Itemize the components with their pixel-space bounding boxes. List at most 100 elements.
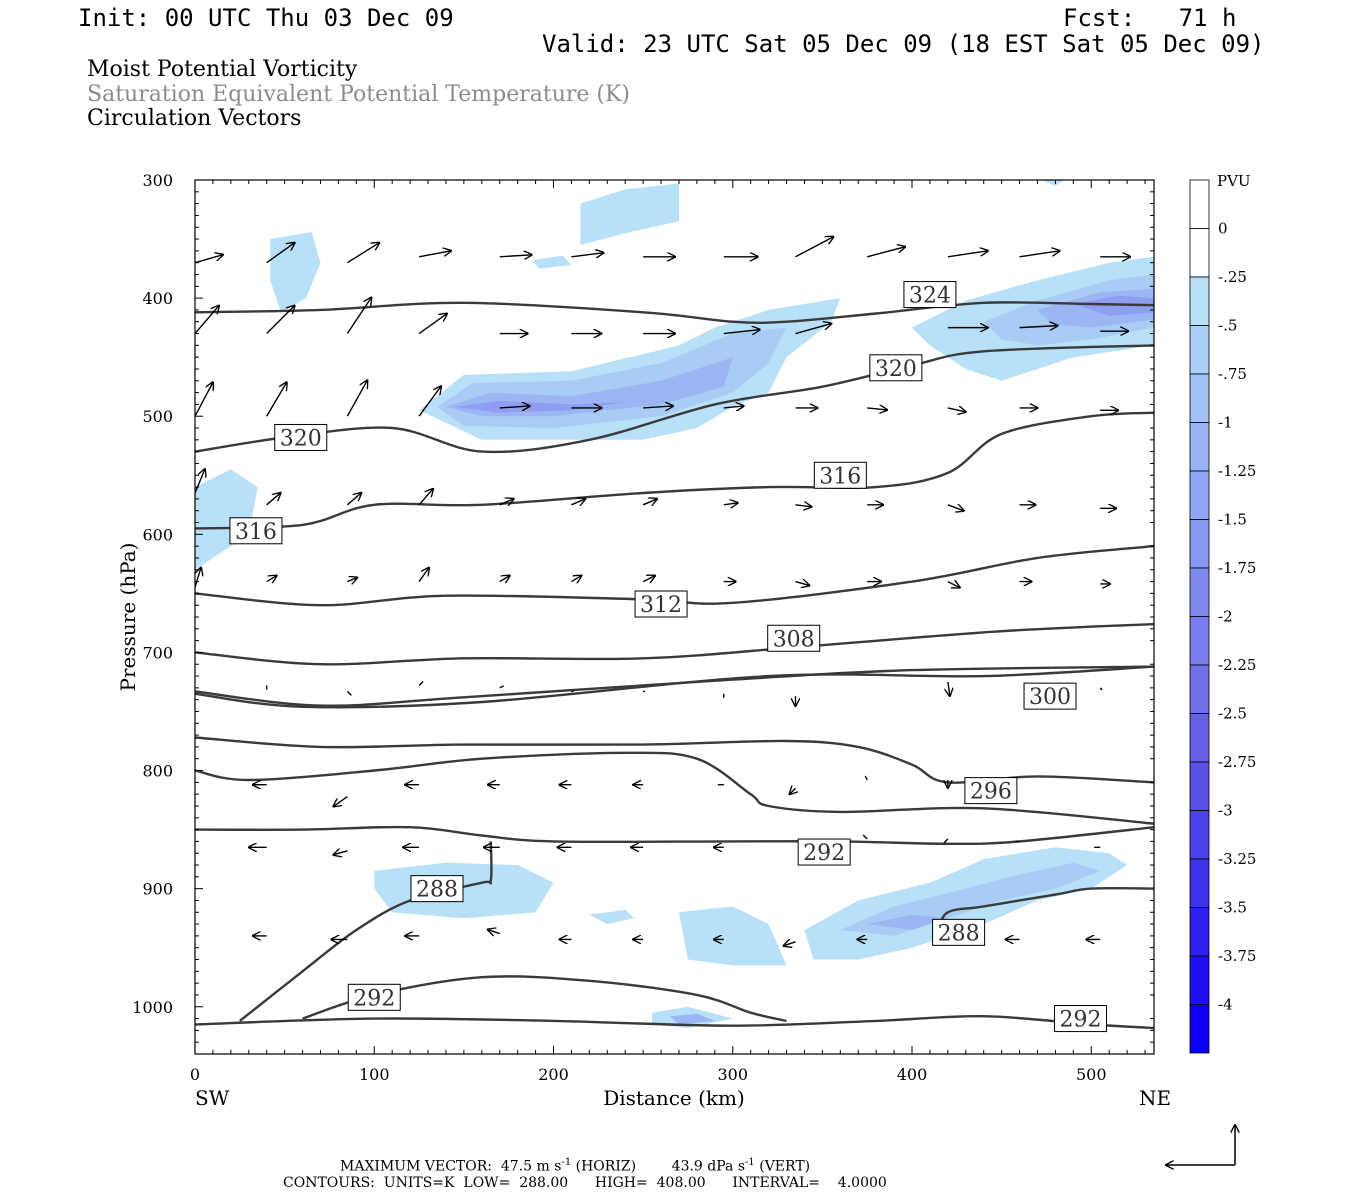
circulation-vector — [499, 576, 510, 582]
forecast-hour: Fcst: 71 h — [1063, 4, 1237, 32]
contour-label: 320 — [875, 357, 917, 382]
circulation-vector — [418, 386, 441, 417]
pv-region — [1073, 295, 1154, 316]
circulation-vector — [947, 505, 964, 511]
circulation-vector — [418, 314, 447, 335]
colorbar-tick-label: -3.5 — [1218, 899, 1247, 917]
horiz-unit: (HORIZ) — [575, 1158, 637, 1175]
circulation-vector — [571, 576, 581, 582]
contour-label-box — [410, 875, 464, 903]
contour-label: 292 — [1060, 1008, 1102, 1033]
colorbar-tick-label: -2 — [1218, 608, 1233, 626]
init-time: Init: 00 UTC Thu 03 Dec 09 — [78, 4, 454, 32]
pv-region — [195, 469, 258, 570]
circulation-vector — [1099, 687, 1103, 691]
circulation-vector — [795, 505, 811, 507]
x-tick-label: 400 — [897, 1065, 928, 1084]
y-axis-label: Pressure (hPa) — [116, 543, 140, 692]
theta-e-contour-288 — [937, 887, 1154, 931]
colorbar-swatch — [1189, 179, 1210, 229]
circulation-vector — [947, 582, 960, 588]
title-thetae: Saturation Equivalent Potential Temperat… — [87, 82, 630, 107]
circulation-vector — [499, 499, 514, 505]
circulation-vector — [723, 330, 760, 334]
contour-label: 324 — [909, 284, 951, 309]
circulation-vector — [266, 493, 281, 506]
colorbar-tick-label: -1.25 — [1218, 462, 1256, 480]
circulation-vector — [499, 255, 532, 257]
theta-e-contour-292 — [195, 1014, 1154, 1030]
circulation-vector — [795, 324, 831, 335]
y-tick-label: 900 — [142, 880, 173, 899]
colorbar-tick-label: -2.25 — [1218, 656, 1256, 674]
contour-label-box — [1054, 1005, 1108, 1033]
vert-exponent: -1 — [745, 1157, 755, 1168]
pv-region — [1041, 180, 1065, 186]
y-tick-label: 1000 — [132, 998, 173, 1017]
x-tick-label: 300 — [717, 1065, 748, 1084]
circulation-vector — [864, 775, 868, 781]
title-circulation: Circulation Vectors — [87, 106, 302, 131]
contour-label: 300 — [1029, 685, 1071, 710]
y-tick-label: 500 — [142, 407, 173, 426]
circulation-vector — [266, 382, 287, 417]
x-axis-label: Distance (km) — [603, 1086, 745, 1110]
circulation-vector — [642, 499, 657, 505]
pv-region — [867, 914, 948, 930]
colorbar-swatch — [1189, 858, 1210, 908]
contour-label-box — [634, 590, 688, 618]
contour-label: 308 — [773, 627, 815, 652]
vert-unit: (VERT) — [759, 1158, 811, 1175]
circulation-vector — [1019, 251, 1060, 258]
colorbar-tick-label: -1.5 — [1218, 511, 1247, 529]
colorbar-swatch — [1189, 761, 1210, 811]
theta-e-contour-298 — [195, 736, 1154, 784]
colorbar-tick-label: -.5 — [1218, 317, 1237, 335]
circulation-vector — [266, 576, 277, 582]
colorbar-swatch — [1189, 373, 1210, 423]
colorbar-swatch — [1189, 470, 1210, 520]
max-vector-line: MAXIMUM VECTOR: 47.5 m s -1 (HORIZ) 43.9 … — [340, 1157, 810, 1175]
circulation-vector — [1019, 326, 1058, 328]
contour-label-box — [903, 281, 957, 309]
circulation-vector — [347, 578, 357, 582]
colorbar-tick-label: -4 — [1218, 996, 1233, 1014]
circulation-vector — [488, 930, 500, 934]
valid-time: Valid: 23 UTC Sat 05 Dec 09 (18 EST Sat … — [542, 30, 1265, 58]
pv-region — [374, 862, 554, 919]
contour-label-box — [347, 983, 401, 1011]
max-horiz-value: 47.5 m s — [500, 1158, 562, 1175]
colorbar-tick-label: -3.75 — [1218, 947, 1256, 965]
y-tick-label: 300 — [142, 171, 173, 190]
pv-region — [446, 357, 733, 417]
x-tick-label: 100 — [359, 1065, 390, 1084]
circulation-vector — [346, 380, 367, 417]
pv-region — [589, 909, 635, 925]
colorbar-tick-label: -3.25 — [1218, 850, 1256, 868]
contour-label: 312 — [640, 593, 682, 618]
max-vector-label: MAXIMUM VECTOR: — [340, 1158, 492, 1175]
reference-vector-icon — [1166, 1125, 1235, 1165]
x-tick-label: 200 — [538, 1065, 569, 1084]
contour-label: 296 — [970, 780, 1012, 805]
contour-label: 292 — [353, 986, 395, 1011]
circulation-vector — [195, 469, 205, 494]
circulation-vector — [346, 690, 352, 696]
pv-region — [580, 183, 679, 245]
theta-e-contour-300 — [195, 665, 1154, 709]
contour-label-box — [229, 517, 283, 545]
circulation-vector — [643, 406, 673, 408]
circulation-vector — [571, 499, 585, 505]
theta-e-contour-288 — [239, 841, 493, 1022]
circulation-vector — [862, 834, 868, 840]
contour-label-box — [813, 461, 867, 489]
colorbar-unit: PVU — [1217, 172, 1251, 190]
circulation-vector — [499, 685, 505, 689]
contour-label-box — [767, 624, 821, 652]
circulation-vector — [195, 567, 201, 588]
pv-region — [270, 232, 321, 313]
max-vert-value: 43.9 dPa s — [671, 1158, 746, 1175]
contour-labels: 324 320 320 316 316 312 308 300 296 292 288 288 292 2… — [229, 281, 1108, 1033]
theta-e-contour-316 — [195, 411, 1154, 530]
